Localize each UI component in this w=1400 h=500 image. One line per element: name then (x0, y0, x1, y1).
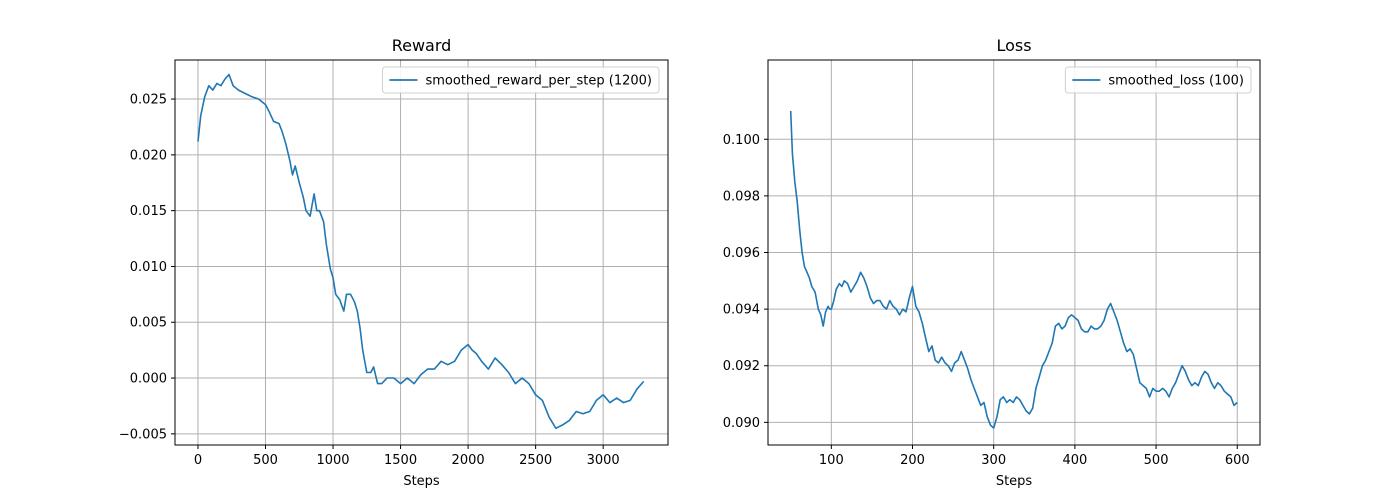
loss-x-tick-label: 100 (819, 453, 844, 468)
loss-legend-label: smoothed_loss (100) (1108, 74, 1244, 89)
reward-grid (175, 60, 668, 445)
reward-y-tick-label: 0.005 (130, 316, 167, 331)
loss-series-line (789, 110, 1238, 429)
reward-x-tick-label: 2500 (519, 453, 552, 468)
reward-y-tick-label: 0.025 (130, 93, 167, 108)
loss-legend: smoothed_loss (100) (1064, 66, 1252, 94)
loss-chart: 100 200 300 400 500 600 0.090 0.092 0.094 0.096 0.… (723, 36, 1261, 489)
reward-ticks: 0 500 1000 1500 2000 2500 3000 −0.005 0.000 0.005… (119, 93, 620, 468)
reward-chart-title: Reward (392, 36, 452, 55)
reward-x-tick-label: 1000 (316, 453, 349, 468)
reward-chart: 0 500 1000 1500 2000 2500 3000 −0.005 0.000 0.005… (119, 36, 669, 489)
loss-legend-box (1064, 66, 1252, 94)
reward-x-tick-label: 1500 (384, 453, 417, 468)
reward-axes-frame (174, 59, 669, 446)
loss-y-tick-label: 0.100 (723, 133, 760, 148)
loss-x-tick-label: 300 (981, 453, 1006, 468)
loss-y-tick-label: 0.096 (723, 246, 760, 261)
loss-axes-frame (767, 59, 1261, 446)
reward-y-tick-label: 0.000 (130, 372, 167, 387)
reward-series-line (197, 73, 645, 430)
loss-x-tick-label: 600 (1225, 453, 1250, 468)
reward-legend-box (381, 66, 660, 94)
loss-y-tick-label: 0.092 (723, 359, 760, 374)
loss-x-tick-label: 500 (1144, 453, 1169, 468)
reward-legend: smoothed_reward_per_step (1200) (381, 66, 660, 94)
reward-x-tick-label: 500 (253, 453, 278, 468)
reward-legend-label: smoothed_reward_per_step (1200) (425, 74, 652, 89)
loss-x-tick-label: 400 (1062, 453, 1087, 468)
reward-y-tick-label: 0.020 (130, 148, 167, 163)
loss-chart-title: Loss (996, 36, 1031, 55)
loss-y-tick-label: 0.098 (723, 189, 760, 204)
loss-y-tick-label: 0.094 (723, 303, 760, 318)
reward-x-tick-label: 2000 (452, 453, 485, 468)
reward-x-tick-label: 3000 (587, 453, 620, 468)
loss-grid (768, 60, 1260, 445)
reward-y-tick-label: 0.015 (130, 204, 167, 219)
loss-ticks: 100 200 300 400 500 600 0.090 0.092 0.094 0.096 0.… (723, 133, 1250, 468)
reward-y-tick-label: −0.005 (119, 427, 167, 442)
reward-x-tick-label: 0 (194, 453, 202, 468)
reward-x-axis-label: Steps (403, 474, 440, 489)
loss-x-axis-label: Steps (996, 474, 1033, 489)
reward-y-tick-label: 0.010 (130, 260, 167, 275)
loss-y-tick-label: 0.090 (723, 416, 760, 431)
loss-x-tick-label: 200 (900, 453, 925, 468)
